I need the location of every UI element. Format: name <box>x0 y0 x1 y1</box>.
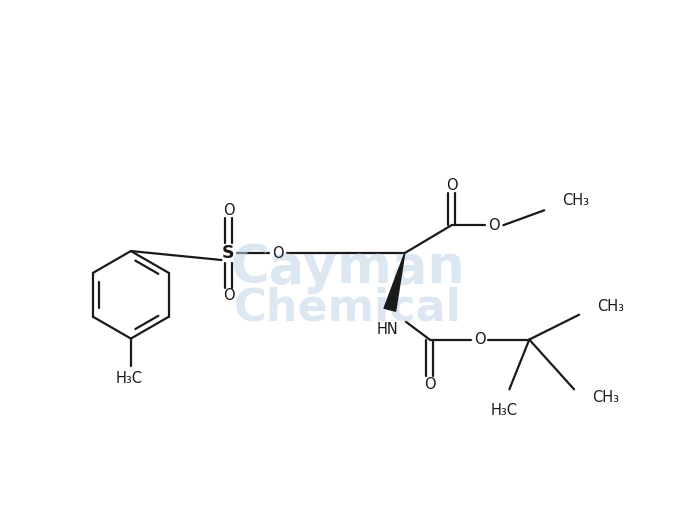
Text: CH₃: CH₃ <box>562 193 589 208</box>
Text: H₃C: H₃C <box>491 403 518 418</box>
Text: O: O <box>489 218 500 232</box>
Text: HN: HN <box>377 322 399 336</box>
Text: O: O <box>424 377 436 392</box>
Text: O: O <box>445 178 457 193</box>
Text: Chemical: Chemical <box>234 286 462 329</box>
Text: O: O <box>474 332 485 347</box>
Text: O: O <box>223 288 235 303</box>
Text: CH₃: CH₃ <box>597 299 624 314</box>
Text: O: O <box>272 245 284 261</box>
Polygon shape <box>384 253 405 311</box>
Text: O: O <box>223 203 235 218</box>
Text: Cayman: Cayman <box>230 242 466 294</box>
Text: CH₃: CH₃ <box>592 390 619 405</box>
Text: H₃C: H₃C <box>116 371 143 386</box>
Text: S: S <box>222 244 235 262</box>
